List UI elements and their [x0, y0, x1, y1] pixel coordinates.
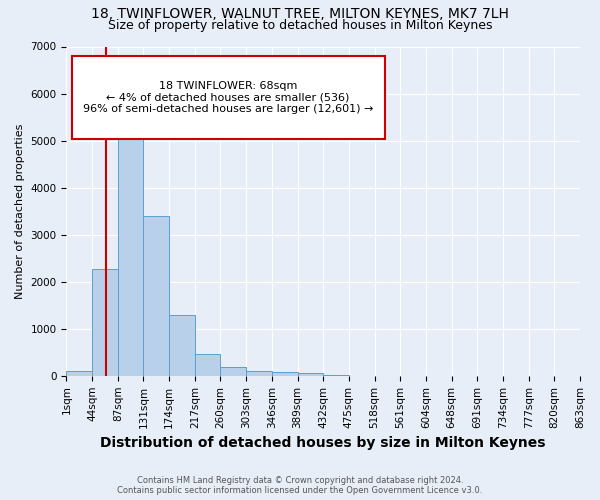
- Text: 18 TWINFLOWER: 68sqm
← 4% of detached houses are smaller (536)
96% of semi-detac: 18 TWINFLOWER: 68sqm ← 4% of detached ho…: [83, 81, 373, 114]
- Text: 18, TWINFLOWER, WALNUT TREE, MILTON KEYNES, MK7 7LH: 18, TWINFLOWER, WALNUT TREE, MILTON KEYN…: [91, 8, 509, 22]
- Bar: [143, 216, 169, 376]
- Text: Contains HM Land Registry data © Crown copyright and database right 2024.
Contai: Contains HM Land Registry data © Crown c…: [118, 476, 482, 495]
- Bar: [92, 268, 118, 376]
- Bar: [195, 354, 220, 376]
- Text: Size of property relative to detached houses in Milton Keynes: Size of property relative to detached ho…: [108, 18, 492, 32]
- X-axis label: Distribution of detached houses by size in Milton Keynes: Distribution of detached houses by size …: [100, 436, 546, 450]
- FancyBboxPatch shape: [71, 56, 385, 138]
- Bar: [169, 314, 195, 376]
- Bar: [118, 122, 143, 376]
- Y-axis label: Number of detached properties: Number of detached properties: [15, 124, 25, 299]
- Bar: [67, 371, 92, 376]
- Bar: [220, 368, 246, 376]
- Bar: [298, 374, 323, 376]
- Bar: [272, 372, 298, 376]
- Bar: [246, 371, 272, 376]
